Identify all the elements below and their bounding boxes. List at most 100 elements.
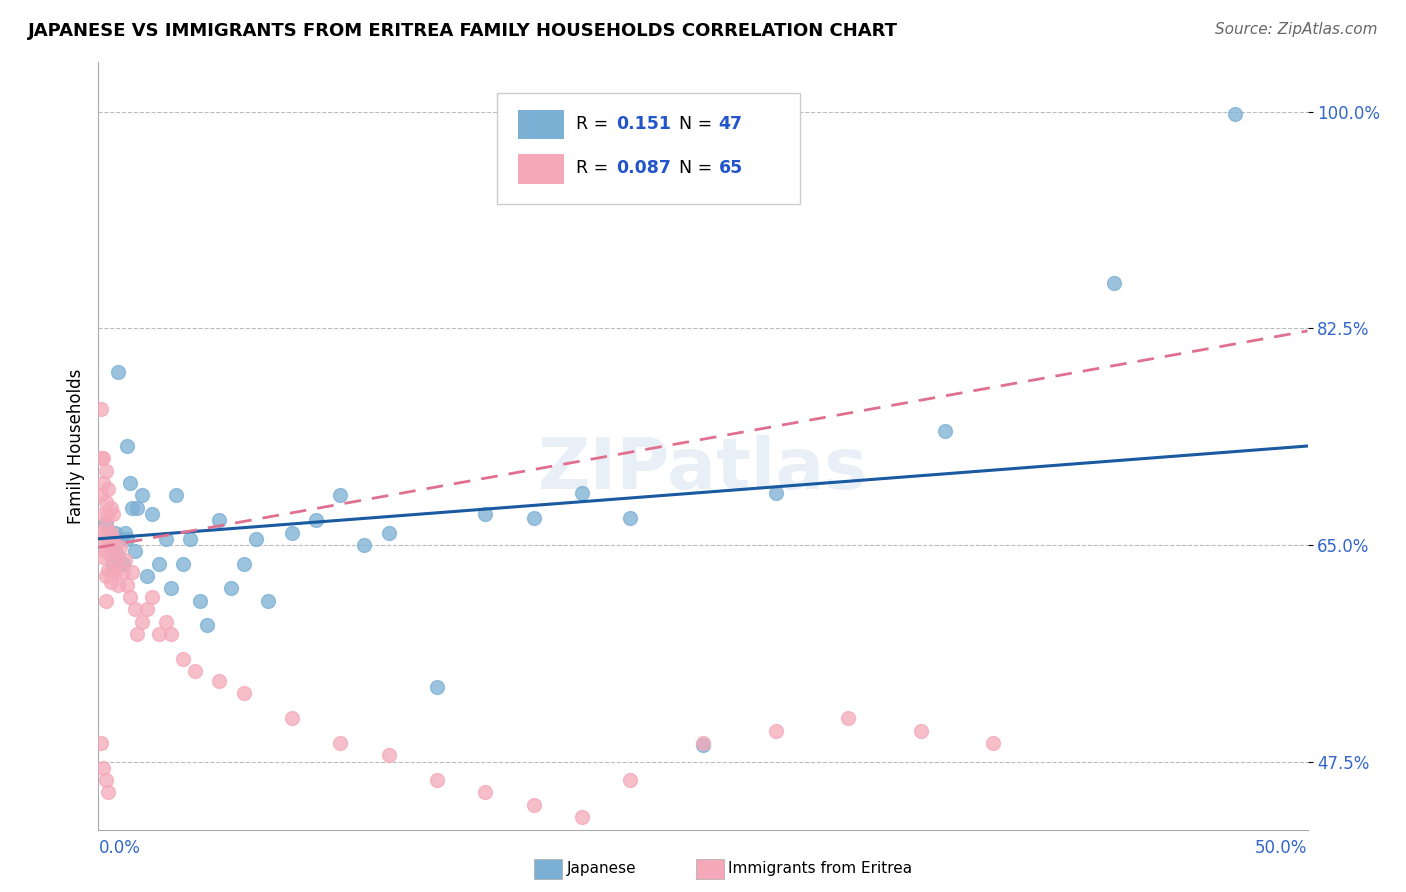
Bar (517, 110, 564, 139)
Point (111, 565, 134, 579)
Point (107, 577, 129, 591)
Point (765, 723, 787, 738)
Point (94, 593, 117, 607)
Point (108, 541, 131, 555)
Point (523, 797, 546, 812)
Point (474, 507, 496, 521)
Point (281, 711, 304, 725)
Point (141, 590, 163, 604)
Point (981, 736, 1004, 750)
Point (221, 582, 243, 596)
Point (101, 563, 124, 577)
Point (100, 550, 122, 565)
Point (101, 557, 124, 571)
Bar (517, 154, 564, 184)
Text: 0.0%: 0.0% (98, 839, 141, 857)
Point (188, 593, 211, 607)
Point (127, 627, 149, 641)
Text: 65: 65 (718, 160, 742, 178)
Point (232, 557, 254, 571)
Point (148, 557, 170, 571)
Point (124, 544, 146, 558)
Point (184, 664, 207, 678)
Point (90, 736, 112, 750)
Point (232, 686, 254, 700)
Point (91, 550, 114, 565)
Text: JAPANESE VS IMMIGRANTS FROM ERITREA FAMILY HOUSEHOLDS CORRELATION CHART: JAPANESE VS IMMIGRANTS FROM ERITREA FAMI… (28, 22, 898, 40)
Text: 0.087: 0.087 (616, 160, 671, 178)
Point (97, 538, 120, 552)
Point (426, 773, 449, 788)
Point (91, 451, 114, 466)
Text: ZIPatlas: ZIPatlas (538, 434, 868, 503)
Point (114, 553, 136, 567)
Point (97, 785, 120, 799)
Point (155, 615, 177, 629)
Text: Japanese: Japanese (567, 862, 637, 876)
Point (245, 532, 267, 546)
Point (172, 557, 194, 571)
Point (256, 593, 278, 607)
Text: R =: R = (576, 160, 614, 178)
Point (179, 532, 201, 546)
Point (571, 810, 593, 824)
Point (117, 532, 139, 546)
Point (111, 557, 134, 571)
Point (101, 507, 124, 521)
Point (172, 652, 194, 666)
Point (90, 401, 112, 416)
Point (1102, 276, 1125, 290)
Point (765, 486, 787, 500)
Point (160, 582, 183, 596)
Point (281, 525, 304, 540)
Point (165, 488, 187, 502)
Point (108, 532, 131, 546)
Point (100, 525, 122, 540)
Point (148, 627, 170, 641)
Text: N =: N = (679, 160, 717, 178)
Point (934, 424, 956, 438)
Point (692, 736, 714, 750)
Point (104, 525, 127, 540)
Point (114, 525, 136, 540)
Point (100, 500, 122, 515)
Point (117, 439, 139, 453)
Point (329, 488, 352, 502)
Point (377, 525, 399, 540)
Point (117, 577, 139, 591)
Point (101, 532, 124, 546)
Point (107, 550, 129, 565)
Point (104, 544, 127, 558)
Text: 50.0%: 50.0% (1256, 839, 1308, 857)
Point (100, 575, 122, 590)
Point (377, 748, 399, 763)
Point (155, 532, 177, 546)
Point (353, 538, 375, 552)
Point (208, 513, 231, 527)
Point (91, 532, 114, 546)
Point (121, 500, 143, 515)
Point (208, 674, 231, 689)
Text: 47: 47 (718, 115, 742, 133)
Point (571, 486, 593, 500)
Point (97, 483, 120, 497)
Text: 0.151: 0.151 (616, 115, 671, 133)
Point (619, 510, 641, 524)
Point (97, 507, 120, 521)
Point (97, 563, 120, 577)
Point (141, 507, 163, 521)
Y-axis label: Family Households: Family Households (66, 368, 84, 524)
Text: Immigrants from Eritrea: Immigrants from Eritrea (728, 862, 912, 876)
Point (94, 516, 117, 530)
Point (195, 618, 218, 632)
Point (426, 680, 449, 694)
Point (127, 500, 149, 515)
Point (94, 464, 117, 478)
Point (94, 494, 117, 508)
Point (118, 590, 141, 604)
Point (474, 785, 496, 799)
Point (692, 739, 714, 753)
Point (90, 525, 112, 540)
Point (1223, 107, 1246, 121)
Point (131, 488, 153, 502)
